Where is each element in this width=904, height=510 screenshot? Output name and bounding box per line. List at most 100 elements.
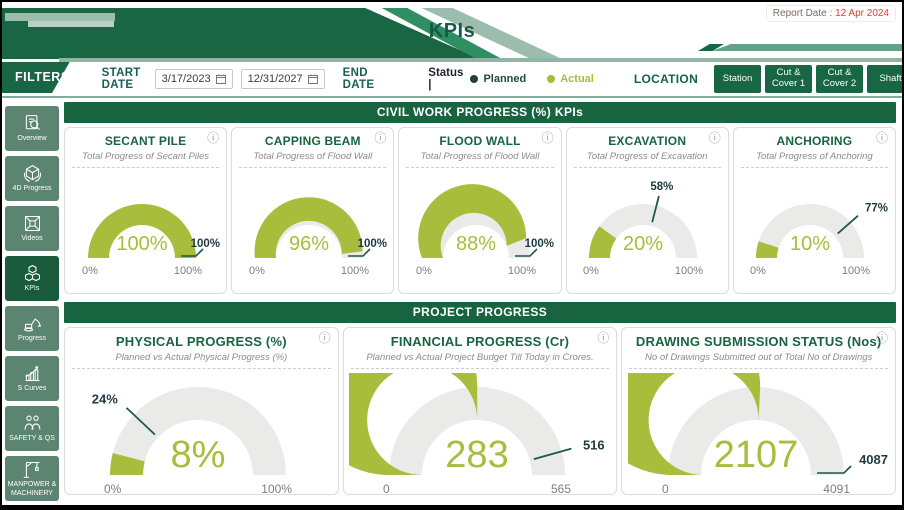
end-date-input[interactable]: 12/31/2027 [240,69,325,89]
svg-text:100%: 100% [173,265,201,277]
info-icon[interactable]: ⓘ [318,331,331,345]
kpi-card-flood-wall: FLOOD WALL ⓘ Total Progress of Flood Wal… [398,127,562,294]
svg-text:565: 565 [551,482,571,495]
divider [72,368,331,369]
location-button-station[interactable]: Station [714,65,762,93]
location-button-cut-cover-1[interactable]: Cut & Cover 1 [765,65,813,93]
sidebar-item-safety-qs[interactable]: SAFETY & QS [5,406,59,451]
svg-text:8%: 8% [171,434,226,476]
section-header-civil-work: CIVIL WORK PROGRESS (%) KPIs [64,102,896,123]
svg-text:24%: 24% [92,392,118,407]
legend-planned[interactable]: Planned [470,73,526,85]
sidebar-item-manpower-machinery[interactable]: MANPOWER & MACHINERY [5,456,59,501]
kpi-card-secant-pile: SECANT PILE ⓘ Total Progress of Secant P… [64,127,228,294]
progress-icon [23,318,41,332]
capping-beam-gauge: 96% 0% 100% 100% [249,197,387,277]
svg-text:0: 0 [662,482,669,495]
header: KPIs Report Date : 12 Apr 2024 [2,2,902,62]
info-icon[interactable]: ⓘ [374,131,387,145]
s-curves-icon [24,366,39,382]
svg-text:0%: 0% [104,482,122,495]
svg-text:4087: 4087 [859,452,888,467]
location-button-cut-cover-2[interactable]: Cut & Cover 2 [816,65,864,93]
svg-text:20%: 20% [623,233,663,255]
kpi-card-excavation: EXCAVATION ⓘ Total Progress of Excavatio… [565,127,729,294]
card-title: ANCHORING [776,134,853,148]
report-date-value: 12 Apr 2024 [835,8,889,19]
sidebar-item-progress[interactable]: Progress [5,306,59,351]
divider [740,167,888,168]
svg-text:2107: 2107 [713,434,798,476]
location-label: LOCATION [633,72,699,86]
svg-text:0%: 0% [416,265,432,277]
card-subtitle: Total Progress of Anchoring [756,151,873,162]
card-title: CAPPING BEAM [264,134,361,148]
planned-dot-icon [470,75,479,83]
card-subtitle: No of Drawings Submitted out of Total No… [645,352,873,363]
4d-progress-icon [23,165,41,183]
svg-text:100%: 100% [842,265,870,277]
divider [350,368,610,369]
start-date-label: START DATE [101,67,141,91]
svg-text:96%: 96% [289,233,329,255]
info-icon[interactable]: ⓘ [875,331,888,345]
svg-text:0%: 0% [583,265,599,277]
svg-text:100%: 100% [525,238,554,250]
physical-progress-gauge: 8% 0% 100% 24% [92,387,293,495]
videos-icon [24,216,40,232]
kpis-icon [24,265,40,282]
actual-dot-icon [547,75,556,83]
svg-text:4091: 4091 [823,482,850,495]
card-subtitle: Total Progress of Flood Wall [253,151,373,162]
sidebar: Overview 4D Progress Videos KPIs Progres… [2,98,62,505]
info-icon[interactable]: ⓘ [541,131,554,145]
svg-text:100%: 100% [357,238,386,250]
section-header-project-progress: PROJECT PROGRESS [64,302,896,323]
flood-wall-gauge: 88% 0% 100% 100% [416,184,554,277]
location-button-shaft[interactable]: Shaft [867,65,902,93]
card-title: SECANT PILE [104,134,187,148]
sidebar-item-4d-progress[interactable]: 4D Progress [5,156,59,201]
divider [72,167,220,168]
svg-text:88%: 88% [456,233,496,255]
overview-icon [25,115,40,131]
kpi-card-capping-beam: CAPPING BEAM ⓘ Total Progress of Flood W… [231,127,395,294]
card-subtitle: Total Progress of Excavation [586,151,708,162]
divider [573,167,721,168]
info-icon[interactable]: ⓘ [597,331,610,345]
banner-underline [59,58,902,62]
secant-pile-gauge: 100% 0% 100% 100% [82,203,220,277]
kpi-card-drawing-submission: DRAWING SUBMISSION STATUS (Nos) ⓘ No of … [621,327,896,495]
svg-text:0%: 0% [82,265,98,277]
status-label: Status | [428,67,464,91]
kpi-card-physical-progress: PHYSICAL PROGRESS (%) ⓘ Planned vs Actua… [64,327,339,495]
card-title: FINANCIAL PROGRESS (Cr) [390,334,570,349]
card-subtitle: Planned vs Actual Project Budget Till To… [366,352,594,363]
sidebar-item-overview[interactable]: Overview [5,106,59,151]
start-date-value: 3/17/2023 [161,73,211,85]
svg-text:77%: 77% [865,203,888,215]
divider [239,167,387,168]
filters-tab: FILTERS [2,62,70,93]
info-icon[interactable]: ⓘ [207,131,220,145]
kpi-card-financial-progress: FINANCIAL PROGRESS (Cr) ⓘ Planned vs Act… [342,327,618,495]
info-icon[interactable]: ⓘ [875,131,888,145]
filter-bar: FILTERS START DATE 3/17/2023 12/31/2027 … [2,62,902,98]
svg-text:100%: 100% [341,265,369,277]
manpower-machinery-icon [23,462,39,479]
info-icon[interactable]: ⓘ [708,131,721,145]
svg-text:0: 0 [383,482,390,495]
card-subtitle: Total Progress of Flood Wall [420,151,540,162]
header-right-stripe [712,44,902,51]
header-right-stripe-wedge [698,44,724,51]
sidebar-item-videos[interactable]: Videos [5,206,59,251]
card-title: PHYSICAL PROGRESS (%) [115,334,287,349]
start-date-input[interactable]: 3/17/2023 [154,69,233,89]
sidebar-item-s-curves[interactable]: S Curves [5,356,59,401]
svg-text:58%: 58% [651,181,674,193]
report-date-label: Report Date : [772,8,833,19]
sidebar-item-kpis[interactable]: KPIs [5,256,59,301]
legend-actual[interactable]: Actual [547,73,594,85]
drawing-submission-gauge: 2107 0 4091 4087 [627,373,888,495]
